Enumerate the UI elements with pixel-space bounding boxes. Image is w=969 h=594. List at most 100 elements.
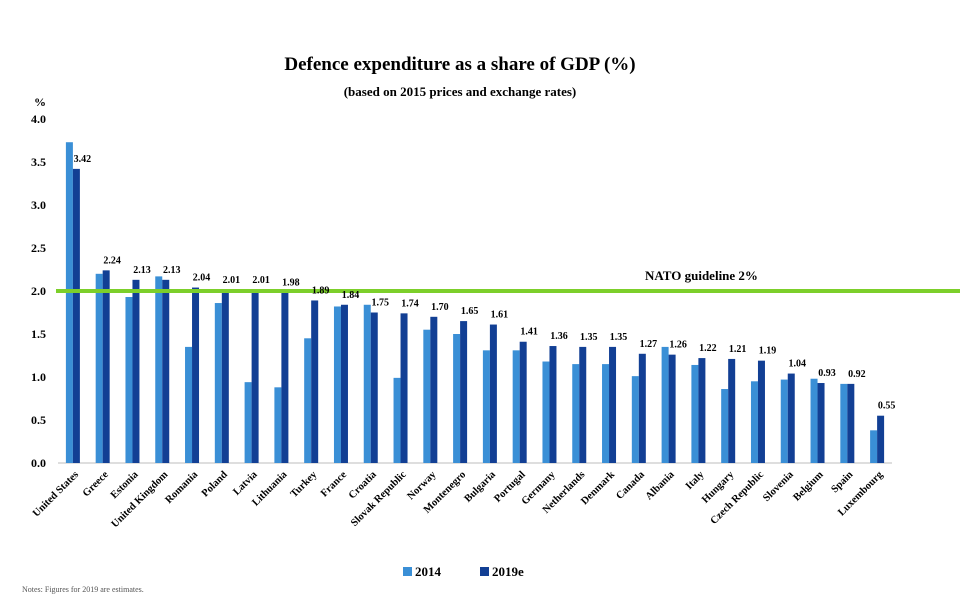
data-label: 0.55	[878, 401, 896, 412]
bar-2019e	[400, 313, 408, 463]
data-label: 1.89	[312, 285, 330, 296]
data-label: 2.04	[193, 273, 211, 284]
y-tick-label: 3.5	[31, 155, 46, 169]
bar-2019e	[847, 383, 855, 463]
x-category-label: Belgium	[791, 469, 825, 503]
legend-label: 2014	[415, 564, 442, 579]
bar-2019e	[728, 358, 736, 463]
data-label: 1.84	[342, 290, 360, 301]
bar-2014	[453, 334, 461, 463]
chart-subtitle: (based on 2015 prices and exchange rates…	[344, 84, 577, 99]
bar-2019e	[698, 358, 706, 463]
y-axis-ticks: 0.0 0.5 1.0 1.5 2.0 2.5 3.0 3.5 4.0	[31, 112, 46, 470]
bar-2014	[155, 276, 163, 463]
bar-2014	[512, 350, 520, 463]
bar-2019e	[489, 324, 497, 463]
bar-2019e	[311, 300, 319, 463]
data-label: 1.26	[669, 340, 687, 351]
bar-2019e	[609, 346, 617, 463]
chart-title: Defence expenditure as a share of GDP (%…	[284, 54, 635, 75]
bar-2014	[631, 376, 639, 463]
x-category-label: Spain	[830, 469, 856, 495]
bar-2014	[214, 303, 222, 463]
data-label: 1.04	[789, 359, 807, 370]
bar-2019e	[221, 290, 229, 463]
bar-2019e	[251, 290, 259, 463]
data-label: 1.36	[550, 331, 568, 342]
bar-2014	[304, 338, 312, 463]
bar-2014	[333, 306, 341, 463]
data-label: 2.24	[103, 255, 121, 266]
bar-2019e	[162, 279, 170, 463]
y-tick-label: 0.0	[31, 456, 46, 470]
bar-2014	[572, 364, 580, 463]
bar-2014	[125, 297, 133, 463]
chart-note: Notes: Figures for 2019 are estimates.	[22, 585, 144, 594]
y-tick-label: 0.5	[31, 413, 46, 427]
data-label: 1.65	[461, 306, 479, 317]
x-category-label: Albania	[644, 469, 677, 502]
bar-2019e	[579, 346, 587, 463]
data-label: 0.93	[818, 368, 836, 379]
x-category-label: Slovak Republic	[349, 469, 409, 529]
data-label: 2.01	[252, 275, 270, 286]
bar-2014	[750, 381, 758, 463]
data-label: 1.21	[729, 344, 747, 355]
data-label: 1.35	[580, 332, 598, 343]
bar-series	[65, 142, 885, 463]
data-label: 2.01	[223, 275, 241, 286]
data-label: 2.13	[163, 265, 181, 276]
y-tick-label: 1.0	[31, 370, 46, 384]
bar-2014	[542, 361, 550, 463]
x-category-label: Poland	[200, 469, 230, 499]
legend: 2014 2019e	[403, 564, 524, 579]
x-category-label: Turkey	[289, 469, 320, 500]
bar-2014	[602, 364, 610, 463]
x-category-label: Romania	[163, 469, 200, 506]
data-label: 3.42	[74, 154, 92, 165]
x-category-label: United States	[31, 469, 81, 519]
nato-guideline-label: NATO guideline 2%	[645, 268, 758, 283]
x-category-label: Bulgaria	[463, 469, 499, 505]
bar-2014	[244, 382, 252, 463]
x-category-label: Canada	[614, 469, 647, 502]
bar-2014	[870, 430, 878, 463]
bar-2014	[65, 142, 73, 463]
data-label: 2.13	[133, 265, 151, 276]
bar-2019e	[877, 415, 885, 463]
bar-2014	[810, 378, 818, 463]
data-label: 1.61	[491, 310, 509, 321]
y-tick-label: 3.0	[31, 198, 46, 212]
bar-2014	[423, 329, 431, 463]
x-category-label: Italy	[684, 469, 707, 492]
bar-2019e	[549, 346, 557, 463]
bar-2014	[363, 304, 371, 463]
bar-2019e	[668, 354, 676, 463]
bar-2014	[721, 389, 729, 463]
y-tick-label: 2.5	[31, 241, 46, 255]
data-labels: 3.42 2.24 2.13 2.13 2.04 2.01 2.01 1.98 1.89 1.84…	[74, 154, 896, 412]
x-category-label: Latvia	[231, 469, 260, 498]
legend-swatch	[403, 567, 412, 576]
bar-2019e	[757, 360, 765, 463]
bar-2019e	[430, 316, 438, 463]
bar-2014	[780, 379, 788, 463]
data-label: 1.75	[372, 298, 390, 309]
y-tick-label: 2.0	[31, 284, 46, 298]
bar-2019e	[340, 304, 348, 463]
bar-2019e	[460, 321, 468, 463]
x-category-label: France	[319, 469, 349, 499]
data-label: 1.22	[699, 343, 717, 354]
bar-2019e	[370, 312, 378, 463]
data-label: 1.98	[282, 278, 300, 289]
data-label: 1.27	[640, 339, 658, 350]
data-label: 1.19	[759, 346, 777, 357]
legend-label: 2019e	[492, 564, 524, 579]
bar-2014	[274, 387, 282, 463]
bar-2014	[691, 364, 699, 463]
x-category-label: United Kingdom	[110, 469, 171, 530]
bar-2019e	[192, 287, 200, 463]
x-category-label: Czech Republic	[709, 469, 767, 527]
